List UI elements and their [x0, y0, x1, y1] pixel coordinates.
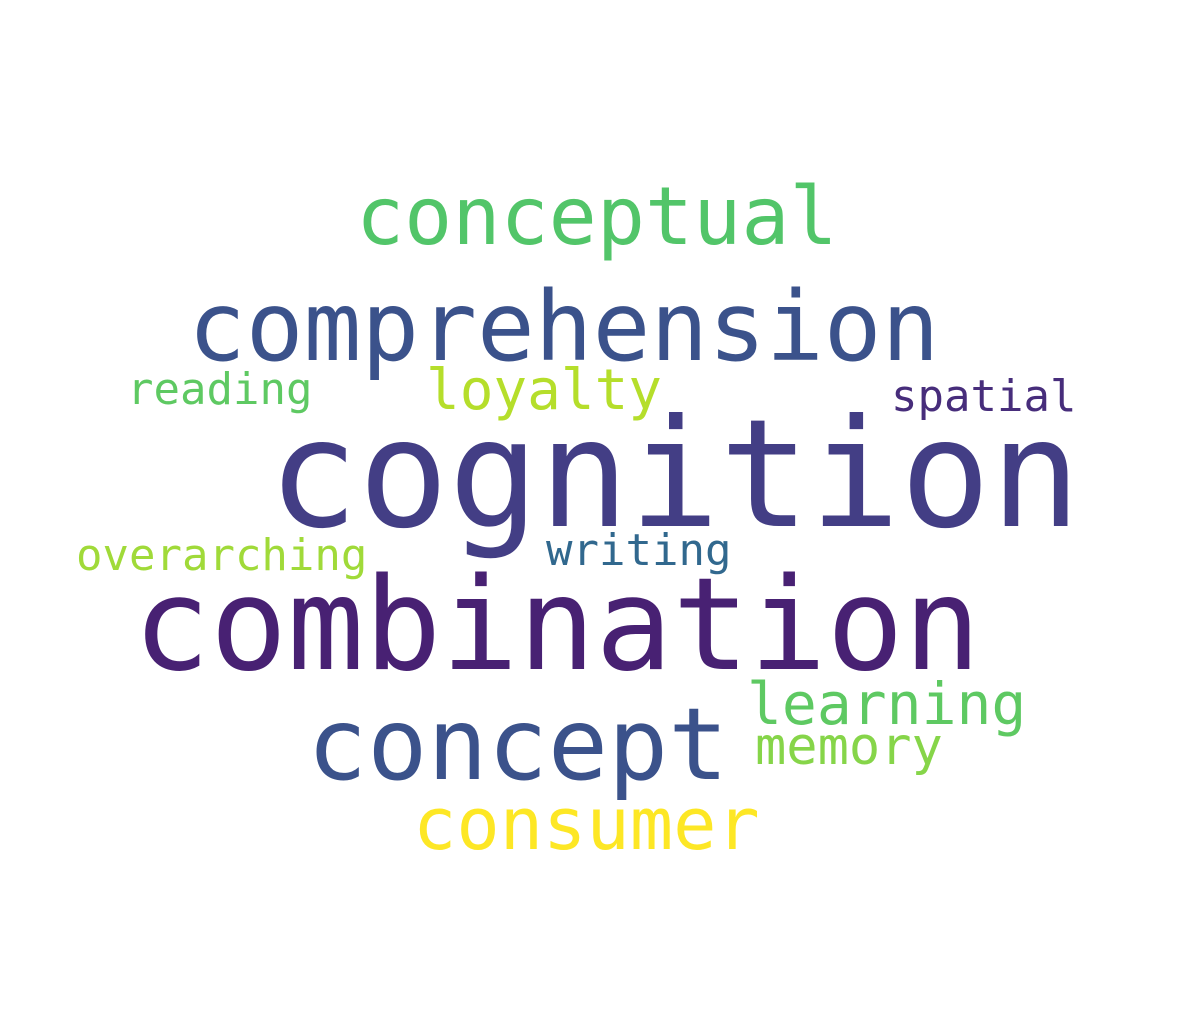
word-writing: writing	[546, 525, 732, 576]
word-reading: reading	[127, 364, 313, 415]
word-cognition: cognition	[268, 388, 1081, 562]
word-learning: learning	[747, 670, 1027, 738]
word-conceptual: conceptual	[356, 170, 838, 263]
word-overarching: overarching	[76, 530, 368, 581]
word-spatial: spatial	[891, 371, 1077, 422]
word-concept: concept	[307, 686, 729, 803]
word-consumer: consumer	[413, 782, 760, 866]
word-comprehension: comprehension	[188, 271, 940, 383]
word-combination: combination	[133, 551, 981, 700]
word-memory: memory	[755, 717, 943, 777]
word-loyalty: loyalty	[426, 358, 663, 423]
